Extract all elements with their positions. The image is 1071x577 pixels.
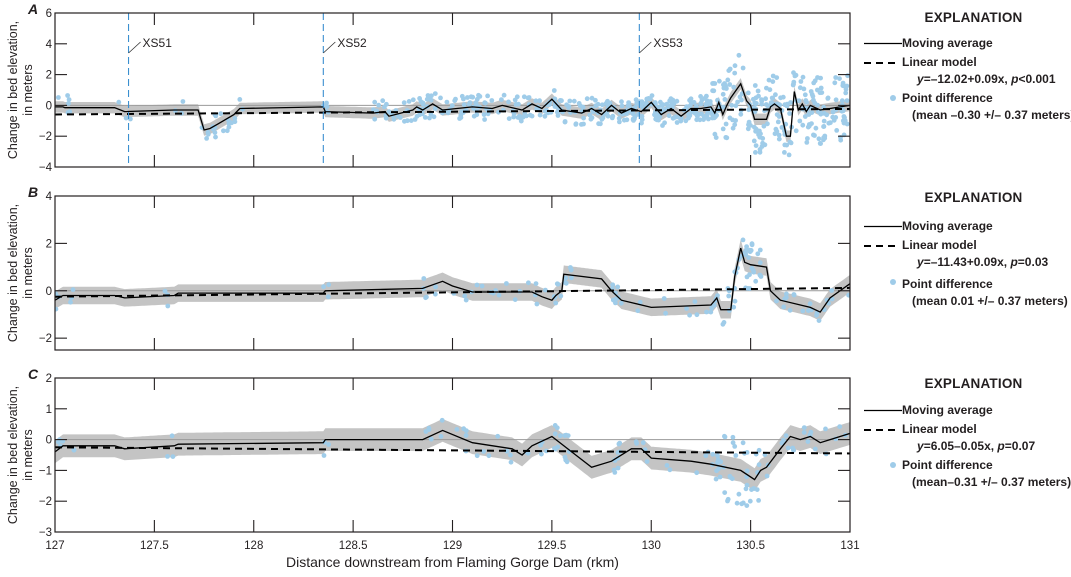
x-tick-label: 130 (642, 540, 661, 552)
y-tick-label: 2 (46, 238, 52, 250)
panel-letter: C (28, 366, 39, 382)
linear-model-line (55, 107, 850, 116)
y-tick-label: −2 (39, 496, 52, 508)
y-tick-label: 6 (46, 8, 52, 20)
panel-a: XS51 XS52 XS53 6 4 2 0 −2 −4 A Change in bed eleva… (6, 1, 851, 174)
x-tick-label: 129.5 (537, 540, 566, 552)
axes-frame (54, 12, 851, 168)
legend-linear-model: Linear model (862, 236, 1071, 255)
moving-average-line (55, 82, 850, 137)
legend-panel-a: EXPLANATION Moving average Linear model … (862, 10, 1071, 125)
legend-equation: y=–11.43+0.09x, p=0.03 (917, 255, 1049, 269)
y-tick-label: 2 (46, 373, 52, 385)
panel-letter: A (27, 1, 38, 17)
leader-line (128, 41, 141, 54)
x-axis-label: Distance downstream from Flaming Gorge D… (286, 554, 619, 570)
point-marker-icon (890, 462, 896, 468)
cross-section-label: XS52 (337, 36, 367, 50)
point-differences (56, 417, 848, 508)
panel-c: 2 1 0 −1 −2 −3 C Change in bed elevation,in met… (6, 366, 851, 539)
legend-moving-average: Moving average (862, 401, 1071, 420)
dashed-line-icon (864, 245, 900, 247)
legend-point-difference: Point difference (862, 89, 1071, 108)
plot-area (55, 417, 850, 508)
linear-model-line (55, 446, 850, 455)
x-tick-label: 127.5 (140, 540, 169, 552)
legend-moving-average: Moving average (862, 34, 1071, 53)
legend-linear-model: Linear model (862, 53, 1071, 72)
y-tick-label: −2 (39, 131, 52, 143)
y-tick-label: −2 (39, 333, 52, 345)
legend-linear-model: Linear model (862, 420, 1071, 439)
legend-title: EXPLANATION (924, 190, 1023, 205)
x-tick-label: 130.5 (736, 540, 765, 552)
x-tick-label: 129 (443, 540, 462, 552)
legend-equation: y=6.05–0.05x, p=0.07 (917, 439, 1036, 453)
solid-line-icon (864, 225, 902, 228)
cross-section-label: XS51 (143, 36, 173, 50)
y-axis-label: Change in bed elevation,in meters (6, 386, 35, 524)
point-marker-icon (890, 279, 896, 285)
point-marker-icon (890, 95, 896, 101)
point-differences (56, 52, 850, 158)
axes-frame (54, 195, 851, 351)
legend-point-stats: (mean 0.01 +/– 0.37 meters) (912, 294, 1068, 308)
legend-title: EXPLANATION (924, 376, 1023, 391)
panel-b: 4 2 0 −2 B Change in bed elevation,in meters (6, 184, 851, 351)
plot-area (55, 52, 850, 158)
legend-title: EXPLANATION (924, 10, 1023, 25)
moving-average-line (55, 247, 850, 313)
legend-equation: y=–12.02+0.09x, p<0.001 (917, 72, 1056, 86)
point-differences (55, 237, 850, 327)
legend-point-stats: (mean–0.31 +/– 0.37 meters) (912, 475, 1071, 489)
y-tick-label: −1 (39, 465, 52, 477)
confidence-band (55, 419, 850, 491)
solid-line-icon (864, 42, 902, 45)
y-tick-label: 1 (46, 404, 52, 416)
linear-model-line (55, 286, 850, 298)
legend-point-difference: Point difference (862, 456, 1071, 475)
y-tick-label: −4 (39, 162, 53, 174)
y-axis-label: Change in bed elevation,in meters (6, 204, 35, 342)
cross-section-label: XS53 (653, 36, 683, 50)
panel-letter: B (28, 184, 38, 200)
y-axis-label: Change in bed elevation,in meters (6, 21, 35, 159)
legend-panel-c: EXPLANATION Moving average Linear model … (862, 376, 1071, 492)
solid-line-icon (864, 409, 902, 412)
confidence-band (55, 78, 850, 142)
plot-area (55, 237, 850, 327)
confidence-band (55, 239, 850, 321)
y-tick-label: 0 (46, 100, 52, 112)
x-tick-label: 128 (244, 540, 263, 552)
moving-average-line (55, 429, 850, 481)
x-tick-label: 131 (840, 540, 859, 552)
dashed-line-icon (864, 429, 900, 431)
legend-panel-b: EXPLANATION Moving average Linear model … (862, 190, 1071, 311)
legend-point-difference: Point difference (862, 275, 1071, 294)
legend-point-stats: (mean –0.30 +/– 0.37 meters) (912, 108, 1071, 122)
x-tick-label: 128.5 (339, 540, 368, 552)
y-tick-label: −3 (39, 527, 52, 539)
x-tick-label: 127 (45, 540, 64, 552)
y-tick-label: 0 (46, 286, 52, 298)
leader-line (639, 41, 652, 54)
y-tick-label: 0 (46, 435, 52, 447)
legend-moving-average: Moving average (862, 217, 1071, 236)
dashed-line-icon (864, 62, 900, 64)
y-tick-label: 4 (46, 191, 53, 203)
y-tick-label: 4 (46, 39, 53, 51)
leader-line (323, 41, 336, 54)
y-tick-label: 2 (46, 70, 52, 82)
